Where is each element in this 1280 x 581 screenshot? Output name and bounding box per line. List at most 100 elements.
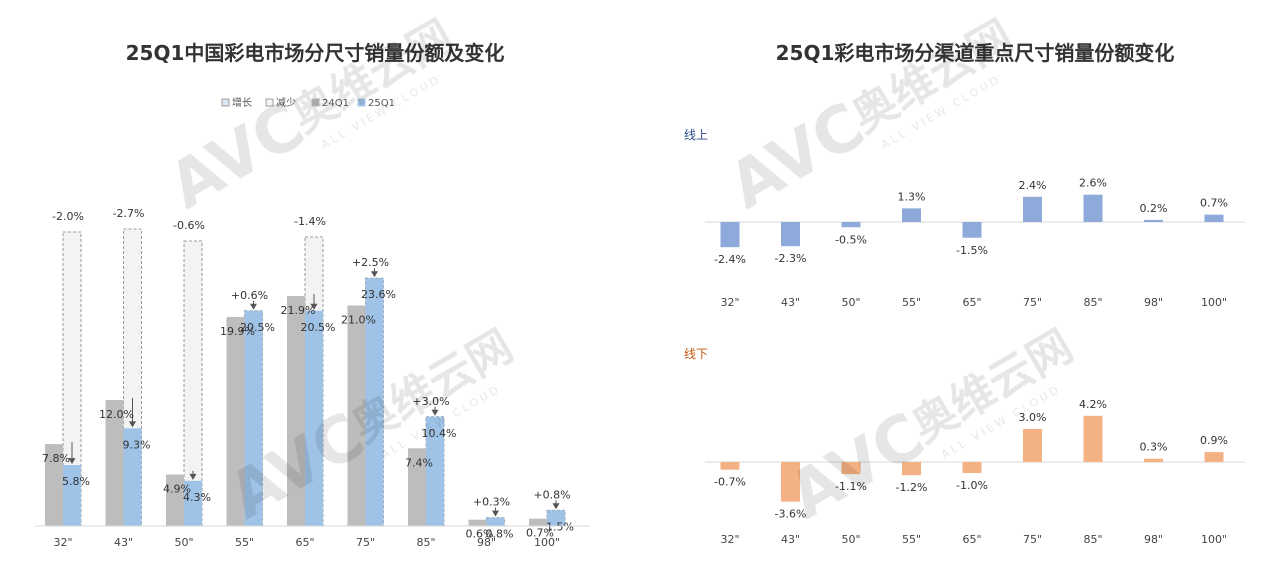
category-label: 43" [781,533,800,546]
category-label: 32" [720,296,739,309]
change-arrowhead [189,473,197,480]
legend-label-3: 25Q1 [368,98,395,109]
right-chart-plots: -2.4% 32" -2.3% 43" -0.5% 50" 1.3% 55" -1.5% 65" 2… [705,177,1245,546]
change-label: -0.6% [173,219,205,232]
category-label: 100" [1201,296,1227,309]
category-label: 98" [1144,533,1163,546]
bar-25q1 [184,480,202,526]
label-25q1: 20.5% [240,321,275,334]
bar [720,222,740,248]
category-label: 85" [1083,296,1102,309]
label-24q1: 7.4% [405,456,433,469]
legend-swatch-2 [311,98,320,107]
change-arrowhead [250,303,257,310]
label-24q1: 0.6% [466,528,494,541]
change-arrowhead [371,271,378,278]
bar [1144,219,1163,222]
value-label: -1.1% [835,480,867,493]
category-label: 85" [1083,533,1102,546]
category-label: 75" [1023,296,1042,309]
bar-24q1 [45,444,63,526]
right-chart-title: 25Q1彩电市场分渠道重点尺寸销量份额变化 [776,41,1175,65]
category-label: 98" [477,536,496,549]
bar-25q1 [486,517,505,526]
value-label: -0.5% [835,233,867,246]
bar [841,222,861,228]
legend-label-1: 减少 [276,97,296,109]
bar [781,222,800,247]
value-label: 1.3% [898,190,926,203]
bar [720,462,740,470]
label-24q1: 12.0% [99,408,134,421]
change-label: +0.6% [231,289,268,302]
value-label: 3.0% [1019,411,1047,424]
category-label: 43" [114,536,133,549]
bar [1083,415,1103,462]
bar-25q1 [365,278,384,526]
bar [1204,452,1224,462]
bar-24q1 [347,305,366,526]
change-label: -2.7% [113,207,145,220]
change-label: -1.4% [294,215,326,228]
value-label: 2.6% [1079,177,1107,190]
legend-swatch-1 [265,98,274,107]
change-arrowhead [310,303,318,310]
category-label: 65" [962,296,981,309]
value-label: -2.4% [714,253,746,266]
category-label: 55" [902,296,921,309]
category-label: 55" [235,536,254,549]
label-25q1: 5.8% [62,475,90,488]
category-label: 50" [841,296,860,309]
online-panel-label: 线上 [684,128,708,142]
bar-24q1 [408,448,426,526]
value-label: -0.7% [714,476,746,489]
value-label: -2.3% [775,252,807,265]
value-label: -3.6% [775,508,807,521]
bar [1204,214,1224,222]
change-label: -2.0% [52,210,84,223]
bar-25q1 [305,310,323,526]
category-label: 75" [1023,533,1042,546]
bar [1083,194,1103,222]
label-25q1: 20.5% [301,321,336,334]
value-label: 0.7% [1200,197,1228,210]
category-label: 98" [1144,296,1163,309]
category-label: 43" [781,296,800,309]
legend-label-0: 增长 [232,96,252,109]
label-24q1: 21.9% [281,304,316,317]
change-label: +3.0% [412,395,449,408]
category-label: 32" [53,536,72,549]
label-24q1: 7.8% [42,452,70,465]
bar-25q1 [123,428,142,526]
bar-25q1 [426,416,444,526]
label-24q1: 4.9% [163,483,191,496]
label-24q1: 21.0% [341,314,376,327]
category-label: 65" [962,533,981,546]
label-25q1: 10.4% [422,427,457,440]
bar-25q1 [63,465,81,526]
bar-24q1 [287,296,305,526]
bar-24q1 [166,474,184,526]
left-chart-title: 25Q1中国彩电市场分尺寸销量份额及变化 [126,41,505,65]
change-arrowhead [492,510,499,517]
label-25q1: 9.3% [123,438,151,451]
change-label: +2.5% [352,256,389,269]
bar-24q1 [529,518,547,526]
bar-25q1 [547,510,565,526]
category-label: 100" [534,536,560,549]
category-label: 55" [902,533,921,546]
bar-24q1 [226,317,245,526]
label-25q1: 0.8% [486,528,514,541]
change-arrowhead [68,458,76,465]
bar [962,222,982,238]
label-24q1: 0.7% [526,527,554,540]
category-label: 32" [720,533,739,546]
label-24q1: 19.9% [220,325,255,338]
offline-panel-label: 线下 [684,347,708,361]
legend-swatch-0 [221,98,230,107]
change-arrowhead [129,421,136,428]
left-chart-legend: 增长 减少 24Q1 25Q1 [221,96,395,109]
